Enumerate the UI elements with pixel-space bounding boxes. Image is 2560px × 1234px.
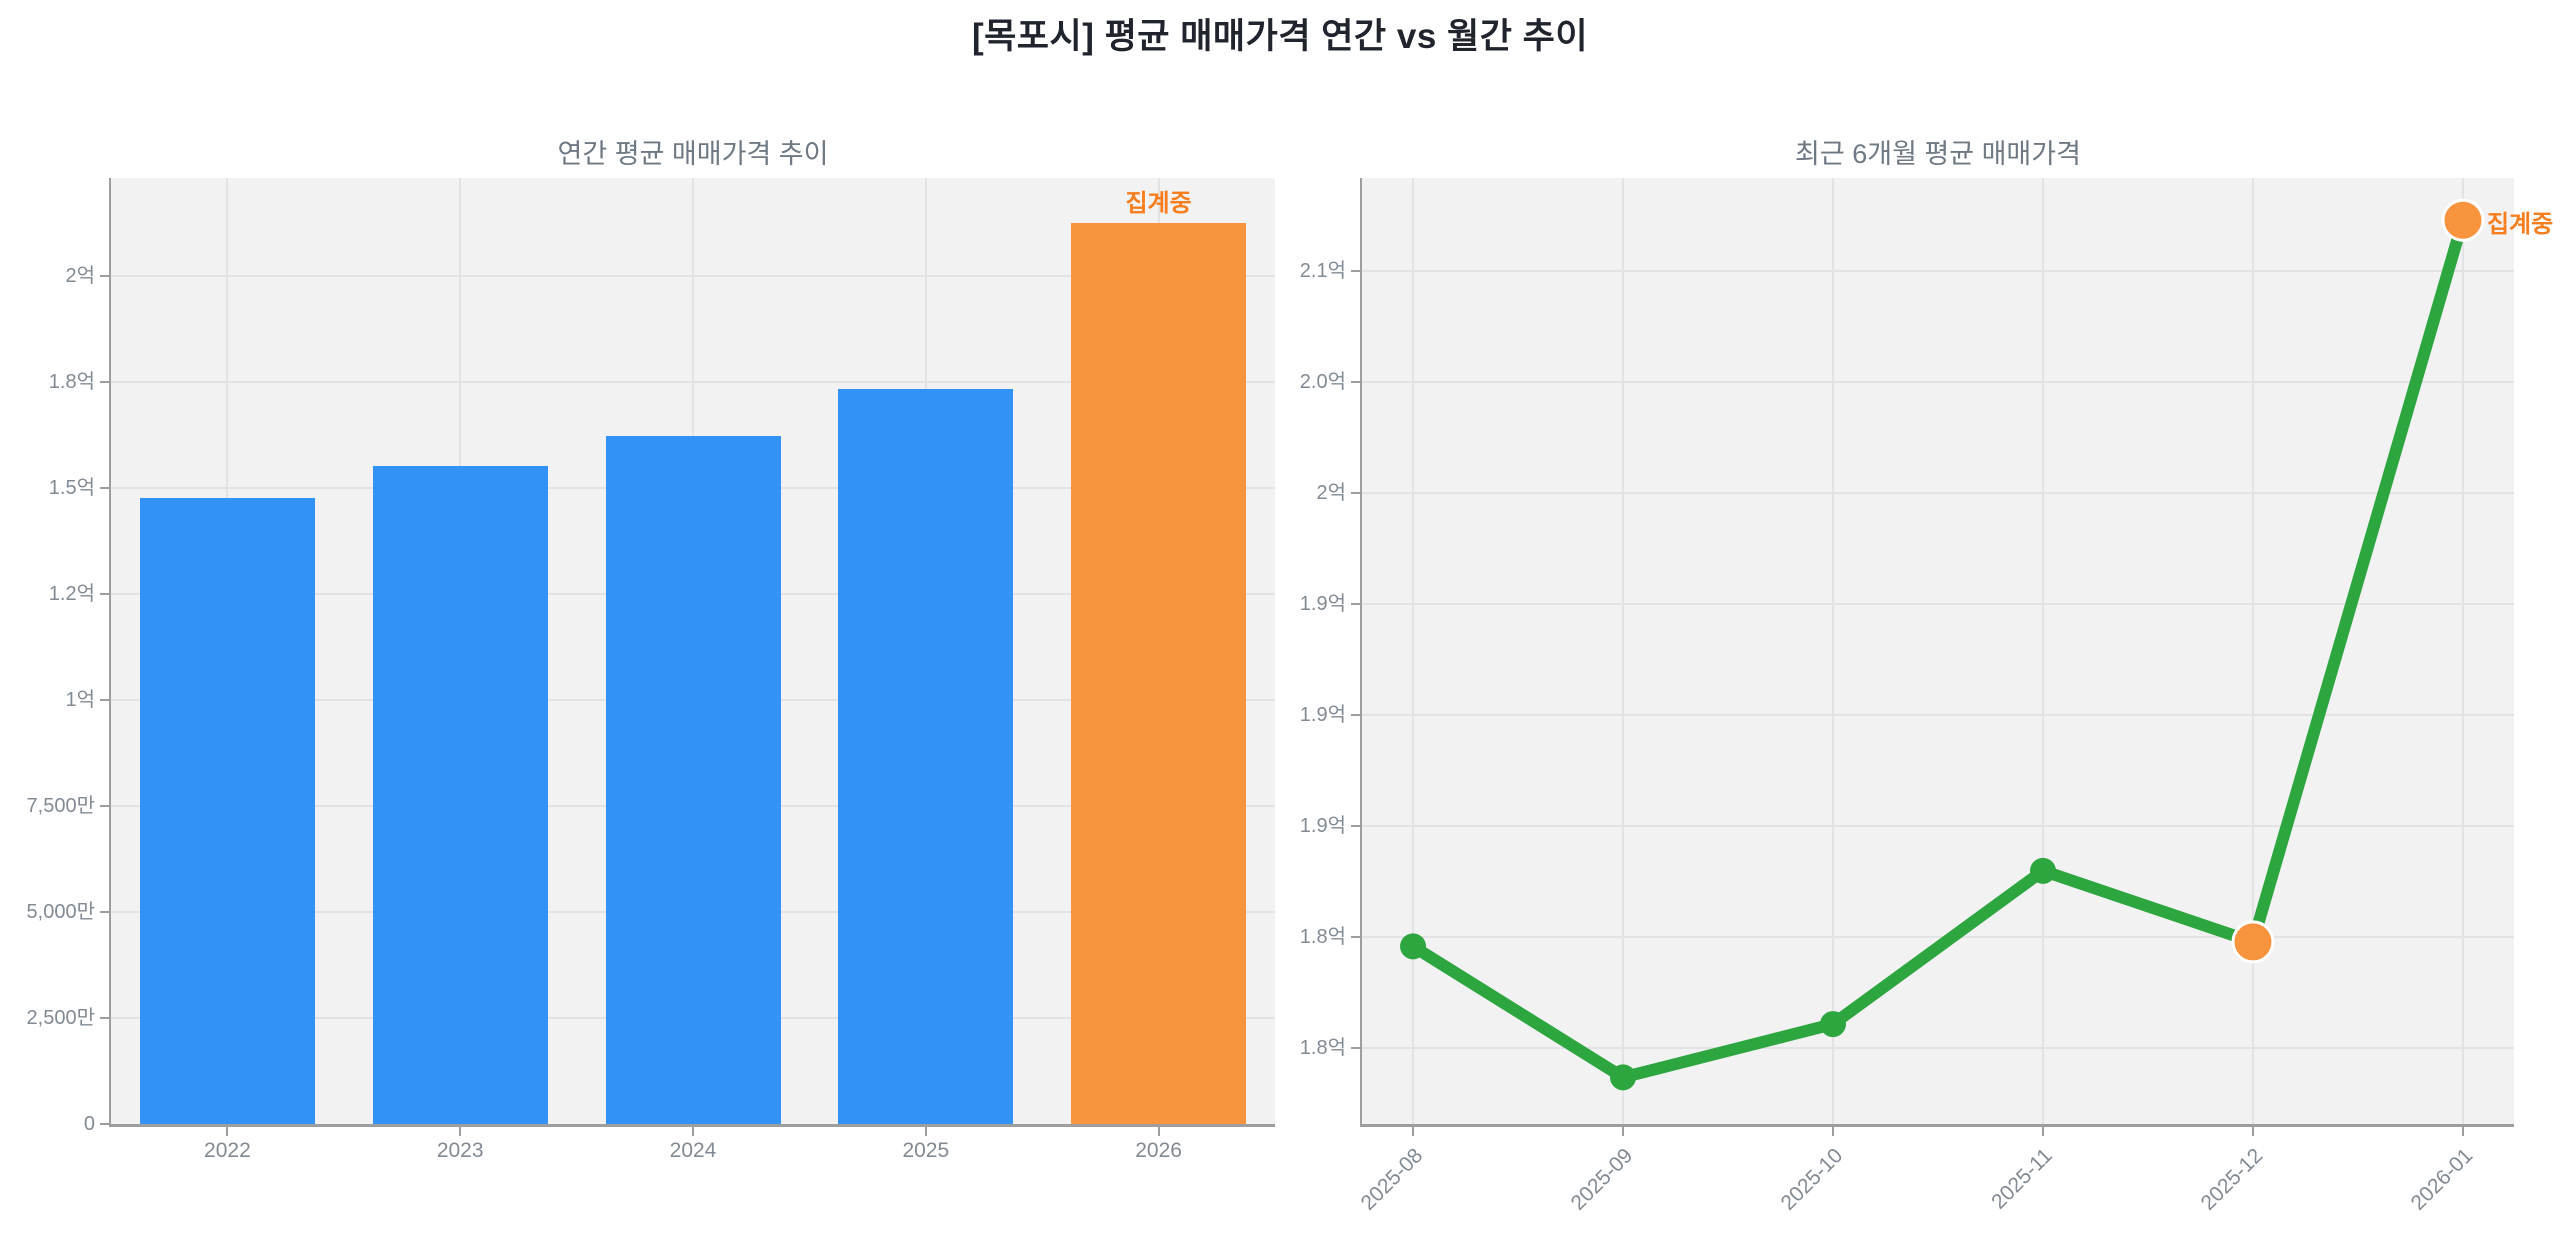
x-gridline bbox=[2041, 178, 2044, 1124]
x-tick-mark bbox=[2461, 1127, 2464, 1136]
y-tick-mark bbox=[100, 486, 109, 489]
x-gridline bbox=[1412, 178, 1415, 1124]
y-tick-mark bbox=[100, 380, 109, 383]
y-tick-mark bbox=[100, 698, 109, 701]
point-2026-01 bbox=[2441, 198, 2485, 242]
y-tick-mark bbox=[100, 910, 109, 913]
bar-2025 bbox=[838, 388, 1014, 1124]
x-tick-mark bbox=[1832, 1127, 1834, 1136]
bar-2022 bbox=[139, 498, 315, 1124]
y-tick-label: 2억 bbox=[65, 264, 95, 287]
point-2025-09 bbox=[1610, 1064, 1637, 1091]
y-tick-label: 1.9억 bbox=[1299, 815, 1346, 838]
x-axis-spine bbox=[109, 1124, 1275, 1127]
y-tick-mark bbox=[100, 804, 109, 807]
x-tick-mark bbox=[226, 1127, 229, 1136]
y-tick-mark bbox=[100, 1123, 109, 1125]
x-gridline bbox=[1622, 178, 1625, 1124]
point-2025-10 bbox=[1820, 1011, 1847, 1038]
y-tick-label: 2.0억 bbox=[1299, 371, 1346, 394]
x-tick-label-text: 2025-10 bbox=[1776, 1144, 1848, 1215]
x-tick-mark bbox=[459, 1127, 462, 1136]
x-tick-mark bbox=[1412, 1127, 1415, 1136]
y-tick-label: 1억 bbox=[65, 688, 95, 711]
point-2025-11 bbox=[2029, 857, 2056, 884]
y-tick-label: 1.5억 bbox=[48, 476, 95, 499]
y-tick-mark bbox=[1351, 381, 1360, 384]
bar-2023 bbox=[372, 465, 548, 1124]
y-tick-label: 1.8억 bbox=[1299, 1037, 1346, 1060]
y-tick-mark bbox=[1351, 825, 1360, 828]
y-tick-label: 1.9억 bbox=[1299, 593, 1346, 616]
x-tick-label: 2024 bbox=[669, 1139, 717, 1162]
x-gridline bbox=[1832, 178, 1834, 1124]
trend-line bbox=[1407, 214, 2469, 1084]
y-tick-label: 1.8억 bbox=[48, 370, 95, 393]
page-title: [목포시] 평균 매매가격 연간 vs 월간 추이 bbox=[971, 17, 1589, 56]
x-gridline bbox=[2251, 178, 2254, 1124]
y-tick-mark bbox=[1351, 1047, 1360, 1050]
y-tick-label: 7,500만 bbox=[26, 794, 95, 817]
x-gridline bbox=[2461, 178, 2464, 1124]
x-axis-spine bbox=[1360, 1124, 2514, 1127]
point-2025-08 bbox=[1400, 933, 1427, 960]
y-tick-mark bbox=[1351, 936, 1360, 939]
y-axis-spine bbox=[1360, 178, 1362, 1126]
x-tick-label: 2025 bbox=[902, 1139, 950, 1162]
bar-2024 bbox=[605, 435, 781, 1124]
x-tick-mark bbox=[692, 1127, 694, 1136]
bar-2026 bbox=[1071, 222, 1247, 1124]
trend-line-layer bbox=[1400, 198, 2485, 1091]
y-tick-label: 2억 bbox=[1316, 482, 1346, 505]
x-tick-label: 2022 bbox=[204, 1139, 251, 1162]
monthly-chart-title: 최근 6개월 평균 매매가격 bbox=[1795, 139, 2081, 169]
y-gridline bbox=[1362, 492, 2514, 495]
aggregating-label: 집계중 bbox=[2486, 211, 2554, 239]
x-tick-mark bbox=[2041, 1127, 2044, 1136]
y-gridline bbox=[1362, 270, 2514, 273]
y-tick-mark bbox=[1351, 492, 1360, 495]
y-tick-label: 1.2억 bbox=[48, 582, 95, 605]
y-tick-mark bbox=[1351, 270, 1360, 273]
x-tick-mark bbox=[1622, 1127, 1625, 1136]
y-tick-label: 1.8억 bbox=[1299, 926, 1346, 949]
y-tick-label: 1.9억 bbox=[1299, 704, 1346, 727]
y-tick-label: 2.1억 bbox=[1299, 260, 1346, 283]
y-tick-mark bbox=[100, 1016, 109, 1019]
x-tick-label-text: 2025-11 bbox=[1987, 1144, 2058, 1214]
y-gridline bbox=[1362, 714, 2514, 717]
y-tick-label: 2,500만 bbox=[26, 1006, 95, 1029]
x-tick-label: 2023 bbox=[436, 1139, 484, 1162]
x-tick-label-text: 2025-09 bbox=[1566, 1144, 1638, 1215]
x-tick-mark bbox=[2251, 1127, 2254, 1136]
x-tick-label-text: 2025-12 bbox=[2196, 1144, 2268, 1215]
y-tick-mark bbox=[1351, 714, 1360, 717]
y-tick-mark bbox=[100, 274, 109, 277]
annual-chart-title: 연간 평균 매매가격 추이 bbox=[557, 139, 829, 169]
x-tick-label-text: 2025-08 bbox=[1356, 1144, 1428, 1215]
y-tick-mark bbox=[100, 592, 109, 595]
aggregating-label: 집계중 bbox=[1125, 189, 1192, 217]
x-tick-mark bbox=[1157, 1127, 1160, 1136]
plot-area bbox=[1362, 178, 2514, 1124]
y-axis-spine bbox=[109, 178, 111, 1126]
y-gridline bbox=[1362, 603, 2514, 606]
y-gridline bbox=[1362, 381, 2514, 384]
y-tick-label: 5,000만 bbox=[26, 900, 95, 923]
y-tick-label: 0 bbox=[83, 1113, 95, 1135]
x-tick-mark bbox=[924, 1127, 927, 1136]
point-2025-12 bbox=[2231, 920, 2275, 964]
x-tick-label: 2026 bbox=[1135, 1139, 1182, 1162]
y-gridline bbox=[1362, 1047, 2514, 1050]
y-gridline bbox=[1362, 936, 2514, 939]
y-gridline bbox=[1362, 825, 2514, 828]
x-tick-label-text: 2026-01 bbox=[2406, 1144, 2478, 1215]
y-tick-mark bbox=[1351, 603, 1360, 606]
